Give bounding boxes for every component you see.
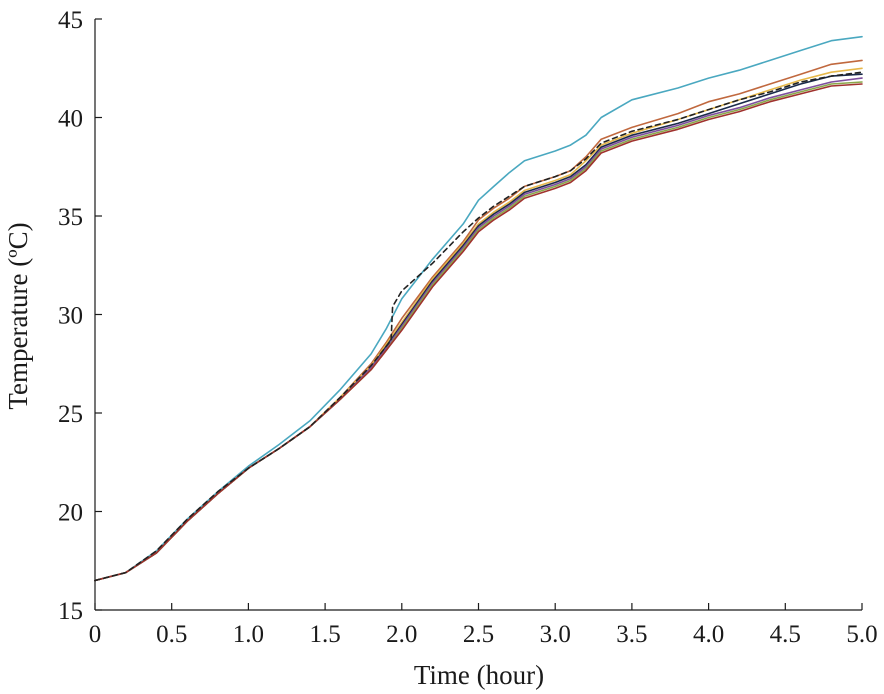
y-tick-label: 35	[58, 204, 83, 231]
x-tick-label: 1.5	[309, 621, 340, 648]
x-axis-label: Time (hour)	[414, 660, 544, 690]
y-tick-label: 25	[58, 401, 83, 428]
y-tick-label: 40	[58, 106, 83, 133]
x-tick-label: 0.5	[156, 621, 187, 648]
y-tick-label: 30	[58, 303, 83, 330]
y-tick-label: 15	[58, 598, 83, 625]
y-tick-label: 45	[58, 7, 83, 34]
axes-layer: 0 0.5 1.0 1.5 2.0 2.5 3.0 3.5 4.0 4.5 5.0 15 20 25 30 3…	[58, 7, 878, 648]
x-tick-label: 0	[89, 621, 102, 648]
x-tick-label: 3.0	[540, 621, 571, 648]
series-line-2	[94, 59, 863, 582]
series-line-6	[94, 81, 863, 582]
x-tick-label: 2.5	[463, 621, 494, 648]
x-tick-label: 1.0	[233, 621, 264, 648]
series-line-5	[94, 77, 863, 582]
series-line-8	[94, 71, 863, 582]
x-tick-label: 2.0	[386, 621, 417, 648]
series-line-7	[94, 83, 863, 582]
y-axis-label: Temperature (ºC)	[3, 222, 33, 409]
series-layer	[94, 35, 863, 582]
x-tick-label: 5.0	[846, 621, 877, 648]
series-line-4	[94, 73, 863, 582]
x-tick-label: 4.5	[770, 621, 801, 648]
x-tick-label: 4.0	[693, 621, 724, 648]
x-tick-label: 3.5	[616, 621, 647, 648]
series-line-1	[94, 35, 863, 582]
y-tick-label: 20	[58, 500, 83, 527]
series-line-3	[94, 67, 863, 582]
